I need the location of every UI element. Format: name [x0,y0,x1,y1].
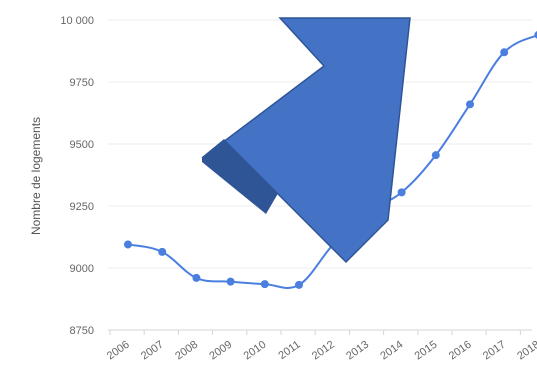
x-tick-label: 2009 [207,339,234,363]
data-point [192,273,201,282]
y-tick-label: 10 000 [60,15,94,27]
x-tick-label: 2012 [310,339,337,363]
data-point [158,247,167,256]
data-point [466,100,474,109]
y-tick-label: 9500 [70,139,94,151]
x-axis: 2006 2007 2008 2009 2010 2011 2012 2013 2014 2015… [105,329,537,363]
data-point [431,151,440,160]
y-axis-label: Nombre de logements [29,117,43,235]
x-tick-label: 2006 [105,339,132,363]
data-point [500,48,509,57]
x-tick-label: 2013 [344,339,371,363]
y-tick-label: 9750 [70,77,94,89]
trend-arrow-shadow [202,140,280,214]
x-tick-label: 2017 [481,339,508,363]
y-tick-label: 9000 [70,263,94,275]
data-point [534,31,537,39]
x-tick-label: 2007 [139,339,166,363]
data-point [124,240,132,249]
x-tick-label: 2011 [276,339,302,362]
y-tick-label: 8750 [70,325,94,337]
x-tick-label: 2014 [378,339,405,363]
x-tick-label: 2018 [515,339,537,363]
y-axis-tick-labels: 8750 9000 9250 9500 9750 10 000 [60,15,94,337]
data-point [226,277,235,286]
x-tick-label: 2010 [242,339,269,363]
data-point [397,188,406,197]
data-point [295,280,303,289]
y-tick-label: 9250 [70,201,94,213]
data-point [260,280,269,289]
trend-arrow [201,17,411,264]
x-tick-label: 2015 [413,339,440,363]
trend-arrow-annotation [201,17,411,264]
x-tick-label: 2016 [447,339,474,363]
x-tick-label: 2008 [173,339,200,363]
